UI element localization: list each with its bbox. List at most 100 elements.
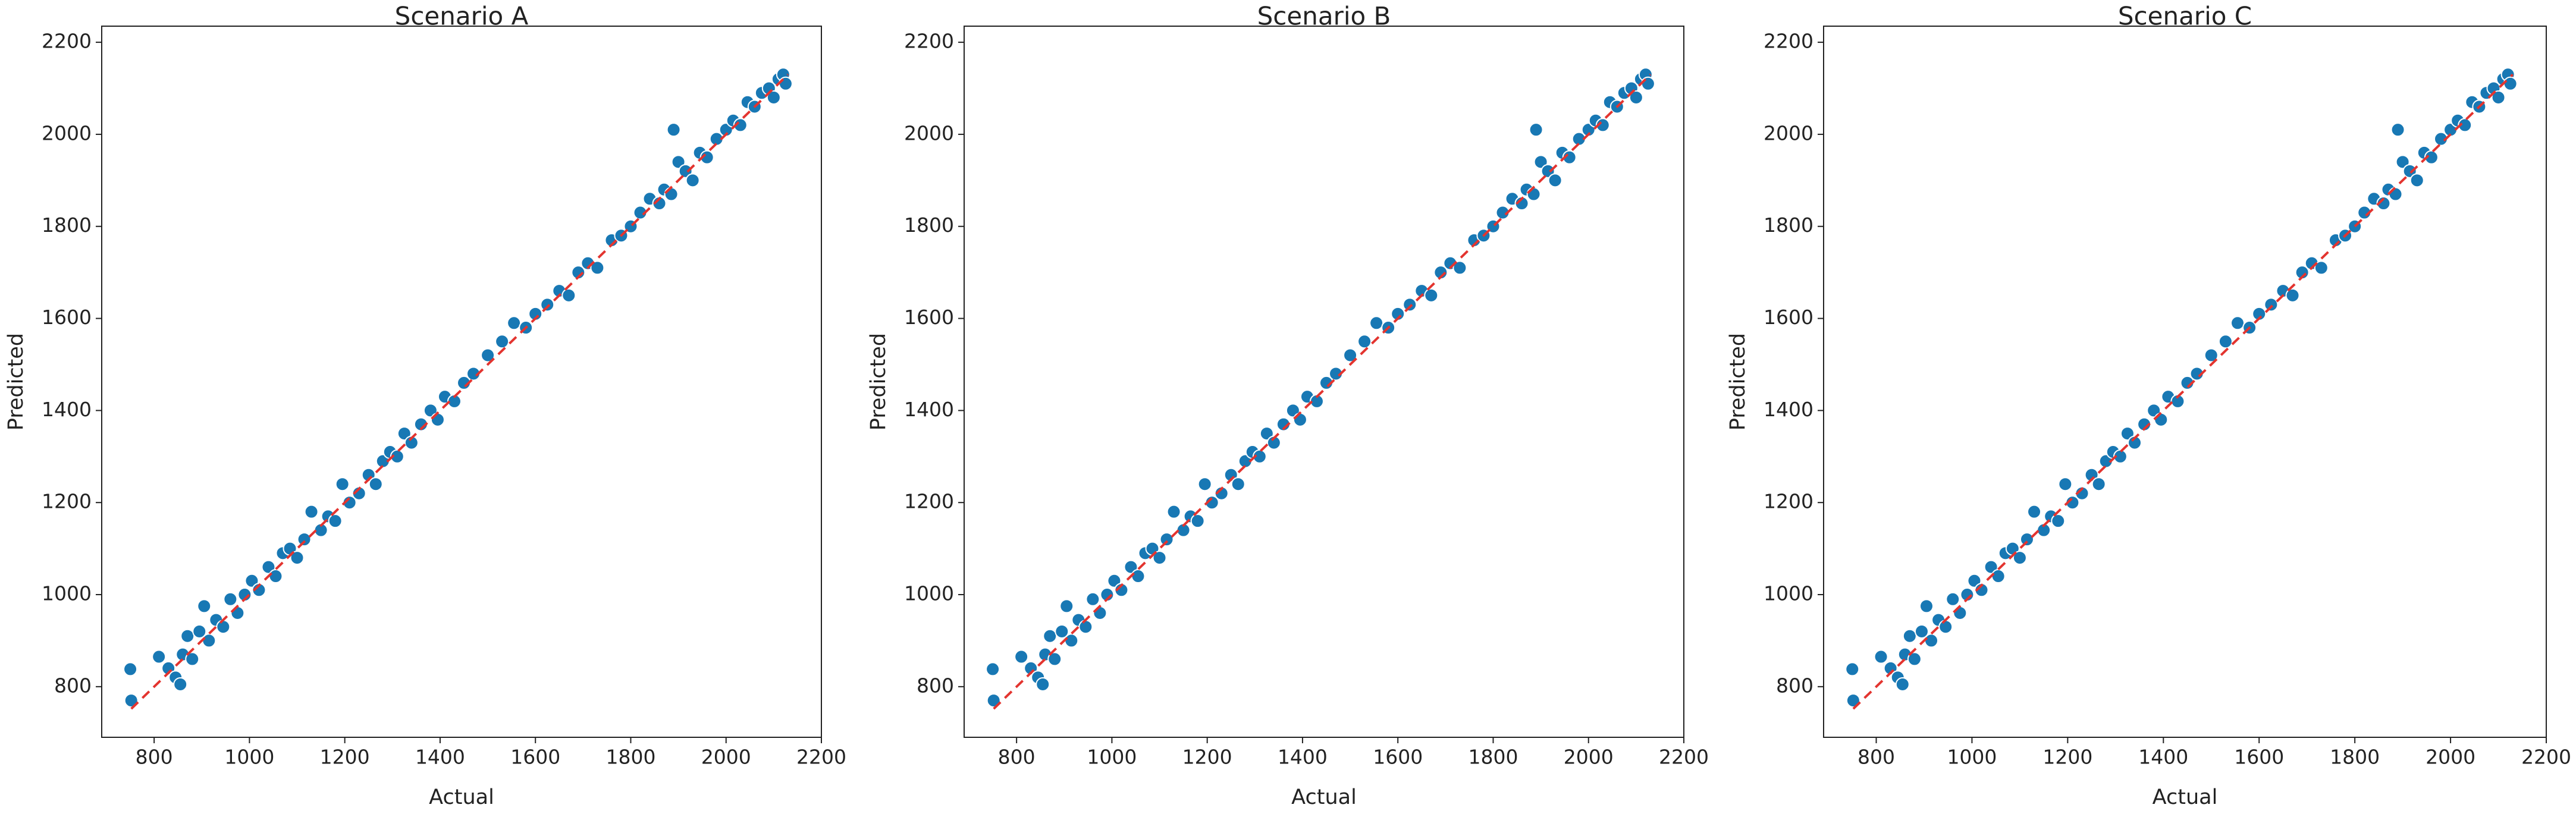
point bbox=[540, 297, 555, 312]
point bbox=[986, 662, 1000, 677]
point bbox=[2065, 495, 2080, 510]
point bbox=[1391, 306, 1405, 321]
point bbox=[1100, 587, 1115, 602]
x-tick-label: 1400 bbox=[1278, 746, 1328, 769]
x-tick-label: 2200 bbox=[2521, 746, 2571, 769]
point bbox=[1529, 122, 1543, 137]
y-tick-label: 1200 bbox=[42, 490, 92, 513]
point bbox=[1204, 495, 1219, 510]
point bbox=[1960, 587, 1975, 602]
point bbox=[2458, 118, 2473, 133]
x-tick-label: 1800 bbox=[1468, 746, 1518, 769]
axis-label: Predicted bbox=[1726, 333, 1750, 430]
point bbox=[304, 504, 319, 519]
x-tick-label: 1200 bbox=[2042, 746, 2092, 769]
axis-label: Predicted bbox=[4, 333, 28, 430]
point bbox=[1014, 649, 1029, 664]
plot-frame bbox=[964, 26, 1684, 738]
point bbox=[2252, 306, 2267, 321]
point bbox=[1159, 532, 1174, 547]
point bbox=[1874, 649, 1888, 664]
point bbox=[1974, 583, 1989, 598]
point bbox=[2058, 477, 2073, 492]
point bbox=[1214, 486, 1229, 501]
point bbox=[666, 122, 681, 137]
point bbox=[447, 394, 462, 408]
y-tick-label: 1800 bbox=[42, 213, 92, 237]
point bbox=[1190, 514, 1205, 529]
point bbox=[1276, 417, 1291, 432]
point bbox=[1495, 205, 1510, 220]
point bbox=[1252, 449, 1267, 464]
x-tick-label: 2000 bbox=[2426, 746, 2475, 769]
point bbox=[1329, 366, 1344, 381]
y-tick-label: 2000 bbox=[1764, 121, 1813, 144]
point bbox=[1919, 599, 1934, 614]
y-tick-label: 1200 bbox=[1764, 490, 1813, 513]
point bbox=[2357, 205, 2372, 220]
y-tick-label: 1400 bbox=[1764, 398, 1813, 421]
point bbox=[123, 662, 138, 677]
point bbox=[2051, 514, 2066, 529]
point bbox=[404, 435, 419, 450]
point bbox=[709, 131, 724, 146]
point bbox=[1514, 196, 1529, 211]
x-tick-label: 1400 bbox=[415, 746, 465, 769]
point bbox=[1266, 435, 1281, 450]
point bbox=[685, 173, 700, 188]
point bbox=[237, 587, 252, 602]
point bbox=[1064, 633, 1079, 648]
point bbox=[699, 150, 714, 165]
point bbox=[290, 551, 305, 565]
x-tick-label: 800 bbox=[998, 746, 1036, 769]
point bbox=[2137, 417, 2152, 432]
point bbox=[1571, 131, 1586, 146]
point bbox=[2295, 265, 2310, 280]
point bbox=[2433, 131, 2448, 146]
point bbox=[495, 334, 510, 349]
point bbox=[2264, 297, 2279, 312]
y-tick-label: 1000 bbox=[1764, 582, 1813, 605]
plot-frame bbox=[1823, 26, 2547, 738]
reference-line bbox=[130, 73, 789, 710]
x-tick-label: 800 bbox=[1858, 746, 1895, 769]
point bbox=[1114, 583, 1129, 598]
y-tick-label: 2200 bbox=[904, 30, 954, 53]
point bbox=[342, 495, 357, 510]
point bbox=[457, 375, 472, 390]
point bbox=[1946, 592, 1960, 606]
point bbox=[2491, 90, 2506, 105]
point bbox=[1595, 118, 1610, 133]
point bbox=[2390, 122, 2405, 137]
y-tick-label: 1600 bbox=[904, 306, 954, 329]
point bbox=[664, 187, 679, 202]
point bbox=[1231, 477, 1245, 492]
point bbox=[430, 412, 445, 427]
point bbox=[390, 449, 404, 464]
y-tick-label: 2000 bbox=[904, 121, 954, 144]
y-tick-label: 800 bbox=[54, 674, 92, 697]
point bbox=[2128, 435, 2142, 450]
point bbox=[368, 477, 383, 492]
y-tick-label: 1800 bbox=[904, 213, 954, 237]
point bbox=[2388, 187, 2403, 202]
reference-line bbox=[1852, 73, 2514, 710]
x-tick-label: 1000 bbox=[224, 746, 274, 769]
point bbox=[2376, 196, 2391, 211]
point bbox=[197, 599, 212, 614]
point bbox=[2204, 348, 2219, 363]
point bbox=[1292, 412, 1307, 427]
plot-frame bbox=[101, 26, 822, 738]
x-tick-label: 1200 bbox=[320, 746, 370, 769]
point bbox=[2424, 150, 2439, 165]
axis-label: Predicted bbox=[867, 333, 890, 430]
point bbox=[561, 288, 576, 303]
point bbox=[2075, 486, 2089, 501]
x-tick-label: 1400 bbox=[2138, 746, 2188, 769]
point bbox=[2170, 394, 2185, 408]
point bbox=[507, 316, 522, 331]
point bbox=[1309, 394, 1324, 408]
y-tick-label: 2200 bbox=[42, 30, 92, 53]
point bbox=[1055, 624, 1069, 639]
point bbox=[2503, 76, 2518, 91]
